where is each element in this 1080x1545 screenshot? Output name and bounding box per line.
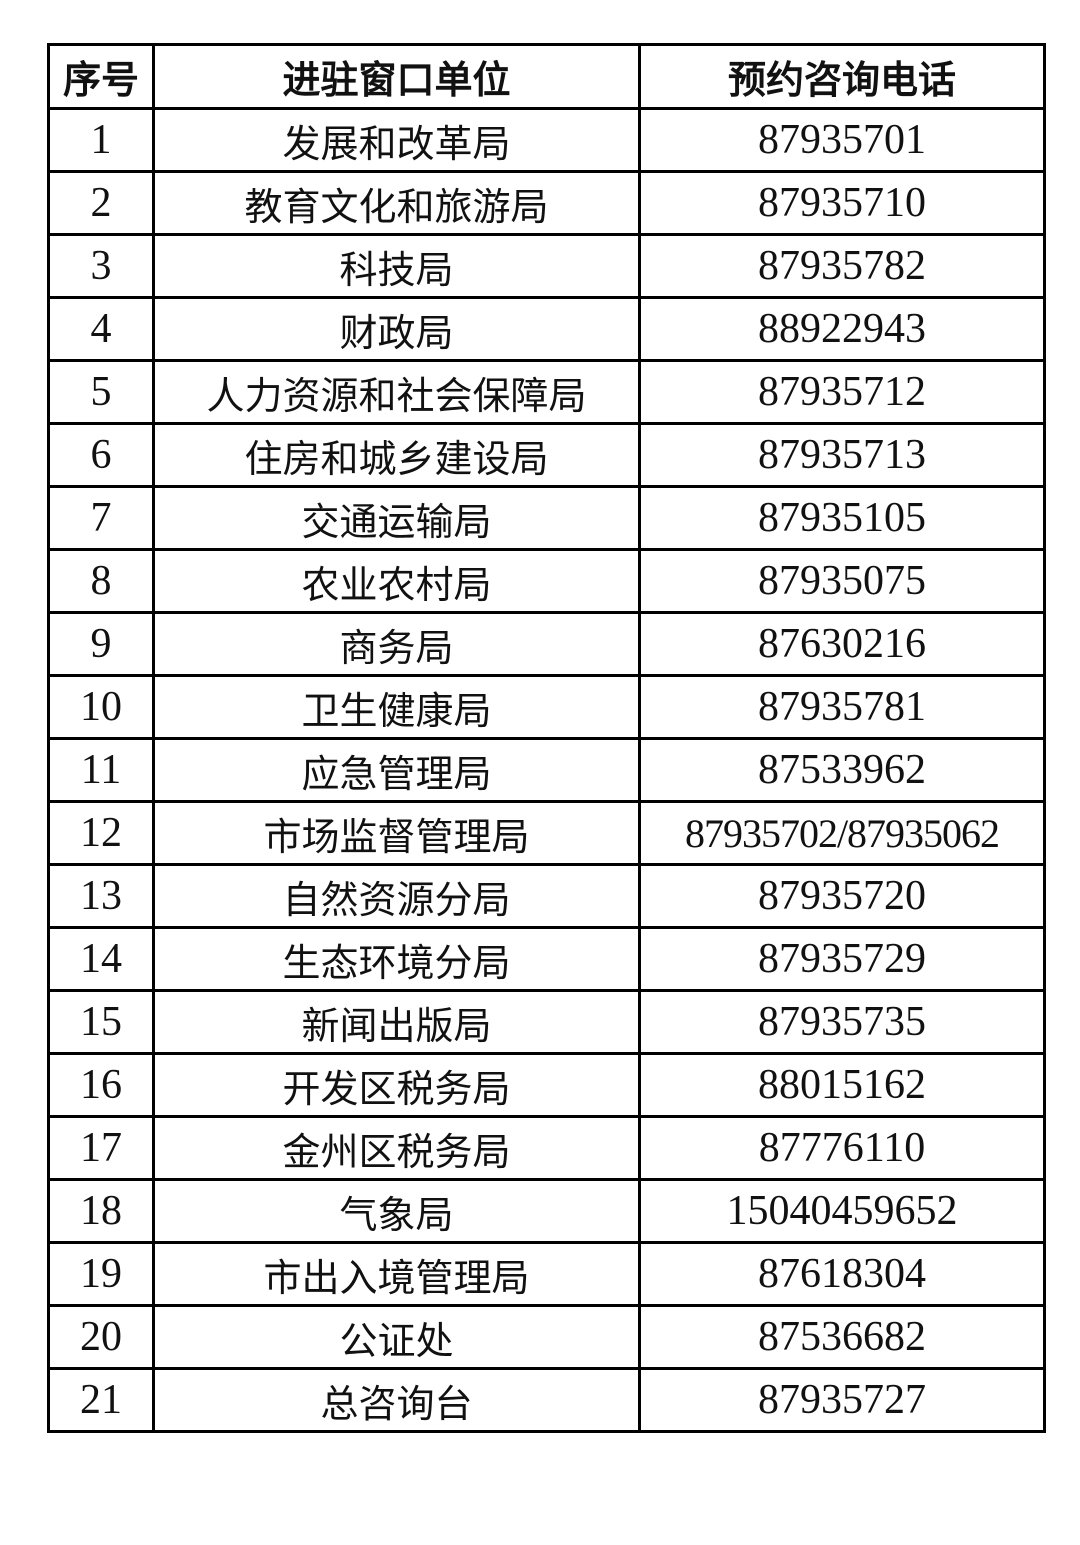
phone-number: 87630216 bbox=[638, 611, 1046, 677]
phone-number: 87776110 bbox=[638, 1115, 1046, 1181]
phone-number: 87935729 bbox=[638, 926, 1046, 992]
table-row: 9 商务局 87630216 bbox=[47, 611, 1046, 677]
phone-number: 88922943 bbox=[638, 296, 1046, 362]
phone-number: 87935713 bbox=[638, 422, 1046, 488]
row-number: 19 bbox=[47, 1241, 155, 1307]
table-row: 5 人力资源和社会保障局 87935712 bbox=[47, 359, 1046, 425]
unit-name: 新闻出版局 bbox=[152, 989, 641, 1055]
table-row: 3 科技局 87935782 bbox=[47, 233, 1046, 299]
unit-name: 市出入境管理局 bbox=[152, 1241, 641, 1307]
table-row: 20 公证处 87536682 bbox=[47, 1304, 1046, 1370]
unit-name: 卫生健康局 bbox=[152, 674, 641, 740]
row-number: 1 bbox=[47, 107, 155, 173]
phone-number: 87935735 bbox=[638, 989, 1046, 1055]
table-row: 1 发展和改革局 87935701 bbox=[47, 107, 1046, 173]
phone-number: 87935702/87935062 bbox=[638, 800, 1046, 866]
table-row: 4 财政局 88922943 bbox=[47, 296, 1046, 362]
table-row: 18 气象局 15040459652 bbox=[47, 1178, 1046, 1244]
row-number: 4 bbox=[47, 296, 155, 362]
table-row: 21 总咨询台 87935727 bbox=[47, 1367, 1046, 1433]
table-row: 19 市出入境管理局 87618304 bbox=[47, 1241, 1046, 1307]
row-number: 14 bbox=[47, 926, 155, 992]
header-unit: 进驻窗口单位 bbox=[152, 43, 641, 110]
unit-name: 应急管理局 bbox=[152, 737, 641, 803]
phone-number: 87536682 bbox=[638, 1304, 1046, 1370]
unit-name: 农业农村局 bbox=[152, 548, 641, 614]
row-number: 8 bbox=[47, 548, 155, 614]
table-row: 2 教育文化和旅游局 87935710 bbox=[47, 170, 1046, 236]
phone-number: 87935701 bbox=[638, 107, 1046, 173]
unit-name: 商务局 bbox=[152, 611, 641, 677]
row-number: 15 bbox=[47, 989, 155, 1055]
row-number: 6 bbox=[47, 422, 155, 488]
unit-name: 教育文化和旅游局 bbox=[152, 170, 641, 236]
unit-name: 生态环境分局 bbox=[152, 926, 641, 992]
unit-name: 金州区税务局 bbox=[152, 1115, 641, 1181]
row-number: 5 bbox=[47, 359, 155, 425]
header-phone: 预约咨询电话 bbox=[638, 43, 1046, 110]
table-row: 7 交通运输局 87935105 bbox=[47, 485, 1046, 551]
unit-name: 自然资源分局 bbox=[152, 863, 641, 929]
table-row: 14 生态环境分局 87935729 bbox=[47, 926, 1046, 992]
table-row: 13 自然资源分局 87935720 bbox=[47, 863, 1046, 929]
phone-number: 87935720 bbox=[638, 863, 1046, 929]
table-row: 6 住房和城乡建设局 87935713 bbox=[47, 422, 1046, 488]
unit-name: 总咨询台 bbox=[152, 1367, 641, 1433]
header-row: 序号 进驻窗口单位 预约咨询电话 bbox=[47, 43, 1046, 110]
contact-table: 序号 进驻窗口单位 预约咨询电话 1 发展和改革局 87935701 2 教育文化和旅游… bbox=[47, 43, 1046, 1433]
table-row: 12 市场监督管理局 87935702/87935062 bbox=[47, 800, 1046, 866]
row-number: 3 bbox=[47, 233, 155, 299]
row-number: 2 bbox=[47, 170, 155, 236]
row-number: 12 bbox=[47, 800, 155, 866]
row-number: 20 bbox=[47, 1304, 155, 1370]
phone-number: 88015162 bbox=[638, 1052, 1046, 1118]
phone-number: 87935712 bbox=[638, 359, 1046, 425]
row-number: 18 bbox=[47, 1178, 155, 1244]
unit-name: 住房和城乡建设局 bbox=[152, 422, 641, 488]
unit-name: 公证处 bbox=[152, 1304, 641, 1370]
row-number: 9 bbox=[47, 611, 155, 677]
table-row: 16 开发区税务局 88015162 bbox=[47, 1052, 1046, 1118]
table-row: 10 卫生健康局 87935781 bbox=[47, 674, 1046, 740]
table-row: 15 新闻出版局 87935735 bbox=[47, 989, 1046, 1055]
phone-number: 87935782 bbox=[638, 233, 1046, 299]
unit-name: 人力资源和社会保障局 bbox=[152, 359, 641, 425]
row-number: 16 bbox=[47, 1052, 155, 1118]
row-number: 11 bbox=[47, 737, 155, 803]
row-number: 17 bbox=[47, 1115, 155, 1181]
table-row: 11 应急管理局 87533962 bbox=[47, 737, 1046, 803]
unit-name: 市场监督管理局 bbox=[152, 800, 641, 866]
phone-number: 87935105 bbox=[638, 485, 1046, 551]
row-number: 10 bbox=[47, 674, 155, 740]
table-row: 17 金州区税务局 87776110 bbox=[47, 1115, 1046, 1181]
unit-name: 气象局 bbox=[152, 1178, 641, 1244]
phone-number: 87935075 bbox=[638, 548, 1046, 614]
unit-name: 财政局 bbox=[152, 296, 641, 362]
unit-name: 交通运输局 bbox=[152, 485, 641, 551]
phone-number: 15040459652 bbox=[638, 1178, 1046, 1244]
unit-name: 发展和改革局 bbox=[152, 107, 641, 173]
row-number: 21 bbox=[47, 1367, 155, 1433]
header-no: 序号 bbox=[47, 43, 155, 110]
phone-number: 87935727 bbox=[638, 1367, 1046, 1433]
phone-number: 87533962 bbox=[638, 737, 1046, 803]
row-number: 7 bbox=[47, 485, 155, 551]
unit-name: 科技局 bbox=[152, 233, 641, 299]
unit-name: 开发区税务局 bbox=[152, 1052, 641, 1118]
table-row: 8 农业农村局 87935075 bbox=[47, 548, 1046, 614]
row-number: 13 bbox=[47, 863, 155, 929]
phone-number: 87935710 bbox=[638, 170, 1046, 236]
phone-number: 87618304 bbox=[638, 1241, 1046, 1307]
phone-number: 87935781 bbox=[638, 674, 1046, 740]
